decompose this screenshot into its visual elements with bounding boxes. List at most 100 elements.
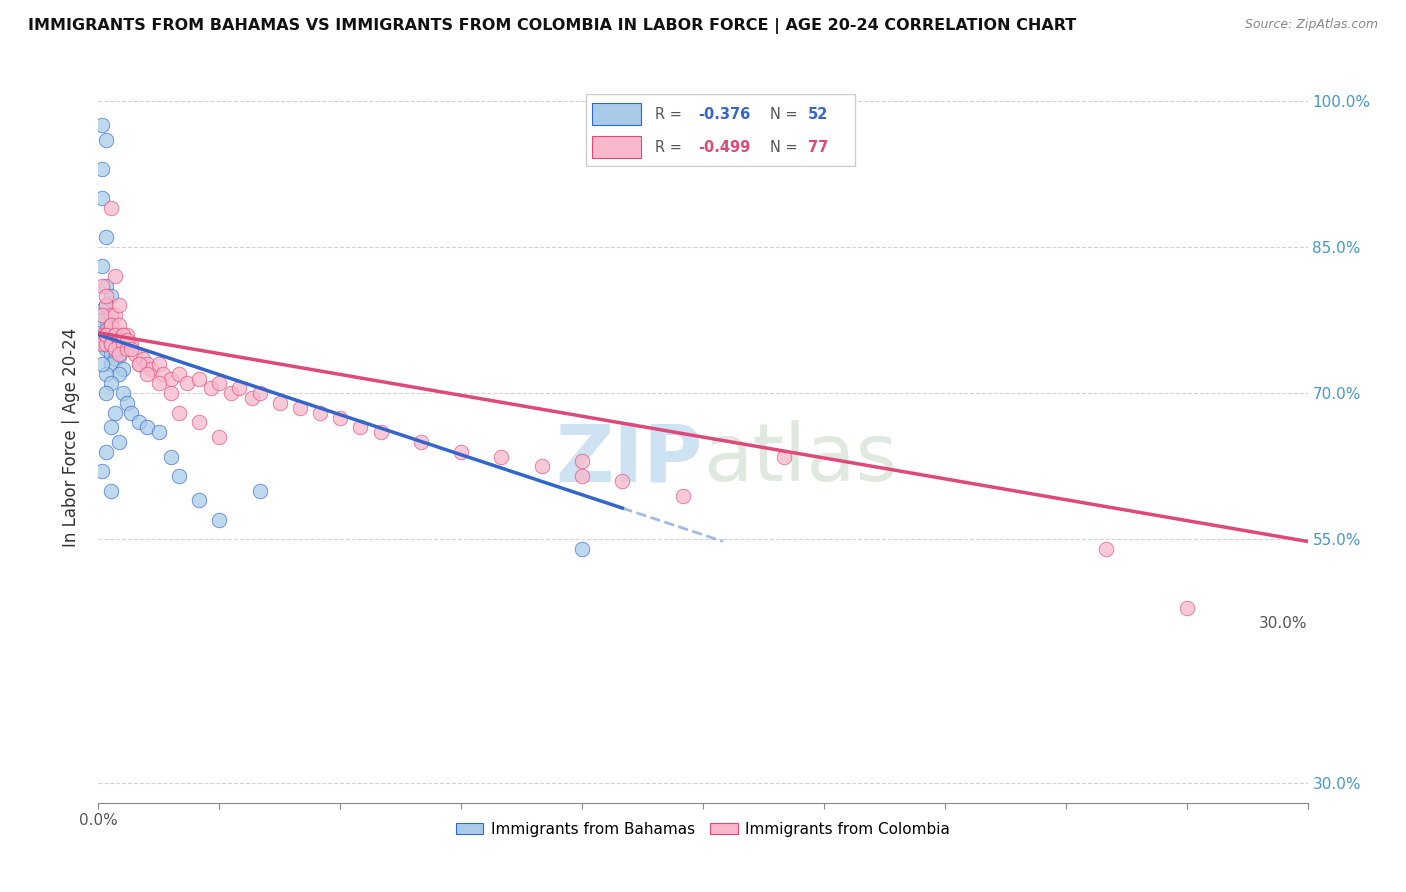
Point: [135, 357, 157, 371]
Point: [96, 323, 118, 337]
Text: N =: N =: [770, 139, 803, 154]
Point: [228, 381, 250, 395]
Point: [96, 337, 118, 351]
Point: [96, 327, 118, 342]
Point: [208, 430, 231, 444]
Point: [96, 313, 118, 327]
Point: [96, 230, 118, 244]
Point: [208, 376, 231, 391]
Point: [160, 386, 183, 401]
Point: [571, 469, 593, 483]
Point: [672, 489, 695, 503]
Text: Source: ZipAtlas.com: Source: ZipAtlas.com: [1244, 18, 1378, 31]
Point: [103, 352, 125, 367]
Point: [124, 347, 146, 361]
Point: [100, 318, 122, 332]
Point: [772, 450, 794, 464]
Point: [200, 381, 222, 395]
Point: [111, 337, 134, 351]
Point: [612, 474, 634, 488]
Legend: Immigrants from Bahamas, Immigrants from Colombia: Immigrants from Bahamas, Immigrants from…: [450, 815, 956, 843]
Point: [249, 386, 271, 401]
Point: [96, 333, 118, 347]
Point: [96, 327, 118, 342]
Point: [111, 333, 134, 347]
Point: [107, 347, 129, 361]
Point: [288, 401, 311, 415]
Point: [103, 406, 125, 420]
Point: [115, 396, 138, 410]
Point: [120, 337, 142, 351]
Point: [111, 361, 134, 376]
Point: [167, 469, 190, 483]
Point: [120, 406, 142, 420]
Point: [96, 133, 118, 147]
Point: [349, 420, 371, 434]
Point: [208, 513, 231, 527]
Point: [103, 308, 125, 322]
Text: -0.499: -0.499: [699, 139, 751, 154]
Point: [103, 345, 125, 359]
Point: [167, 406, 190, 420]
Point: [135, 420, 157, 434]
Point: [103, 269, 125, 284]
Point: [148, 357, 170, 371]
Point: [96, 298, 118, 312]
Point: [100, 337, 122, 351]
Point: [107, 318, 129, 332]
Point: [111, 327, 134, 342]
FancyBboxPatch shape: [592, 103, 641, 125]
Text: 52: 52: [808, 107, 828, 121]
Point: [91, 118, 114, 132]
Point: [132, 352, 155, 367]
Point: [167, 367, 190, 381]
Point: [240, 391, 263, 405]
Point: [100, 335, 122, 350]
Point: [91, 464, 114, 478]
Point: [100, 420, 122, 434]
Point: [148, 376, 170, 391]
Point: [107, 367, 129, 381]
Point: [91, 191, 114, 205]
Point: [309, 406, 332, 420]
Point: [103, 327, 125, 342]
Point: [115, 327, 138, 342]
Point: [96, 327, 118, 342]
Point: [269, 396, 291, 410]
Point: [571, 454, 593, 468]
Point: [1095, 542, 1118, 557]
Point: [96, 298, 118, 312]
Point: [100, 327, 122, 342]
Point: [450, 444, 472, 458]
Point: [91, 260, 114, 274]
Point: [100, 318, 122, 332]
Point: [530, 459, 553, 474]
Point: [103, 327, 125, 342]
Point: [111, 386, 134, 401]
Point: [571, 542, 593, 557]
Point: [103, 327, 125, 342]
Point: [107, 298, 129, 312]
Text: atlas: atlas: [703, 420, 897, 498]
Point: [96, 288, 118, 302]
Y-axis label: In Labor Force | Age 20-24: In Labor Force | Age 20-24: [62, 327, 80, 547]
Point: [100, 339, 122, 353]
Point: [100, 337, 122, 351]
Point: [100, 308, 122, 322]
Point: [103, 343, 125, 357]
Point: [91, 327, 114, 342]
Point: [329, 410, 352, 425]
Point: [91, 161, 114, 176]
Point: [91, 308, 114, 322]
Point: [221, 386, 243, 401]
Point: [491, 450, 513, 464]
Point: [115, 333, 138, 347]
Point: [107, 349, 129, 363]
Point: [96, 367, 118, 381]
Text: N =: N =: [770, 107, 803, 121]
Point: [139, 361, 162, 376]
Point: [96, 444, 118, 458]
Point: [409, 434, 432, 449]
Text: 30.0%: 30.0%: [1260, 616, 1308, 632]
Point: [100, 288, 122, 302]
